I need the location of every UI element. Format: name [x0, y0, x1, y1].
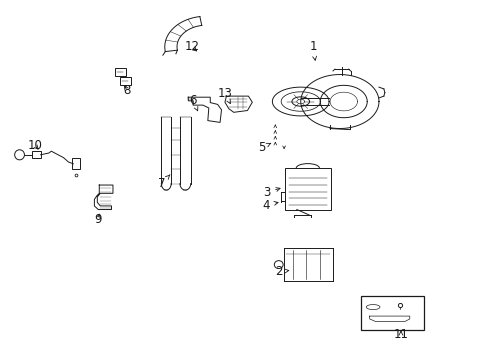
Text: 11: 11 — [393, 328, 407, 341]
Text: 10: 10 — [28, 139, 42, 152]
Text: 13: 13 — [217, 87, 232, 104]
Text: 1: 1 — [308, 40, 316, 60]
Bar — [284, 168, 330, 210]
Text: 8: 8 — [123, 84, 131, 96]
Bar — [72, 158, 80, 169]
Text: 6: 6 — [189, 94, 198, 111]
Bar — [115, 68, 125, 76]
Bar — [360, 296, 424, 330]
Text: 9: 9 — [94, 213, 102, 226]
Text: 5: 5 — [257, 141, 270, 154]
Text: 3: 3 — [262, 186, 280, 199]
Text: 4: 4 — [262, 199, 278, 212]
Bar — [32, 151, 41, 158]
Text: 2: 2 — [274, 265, 288, 278]
Text: 7: 7 — [157, 175, 169, 190]
Bar — [120, 77, 130, 85]
Text: 12: 12 — [184, 40, 199, 53]
